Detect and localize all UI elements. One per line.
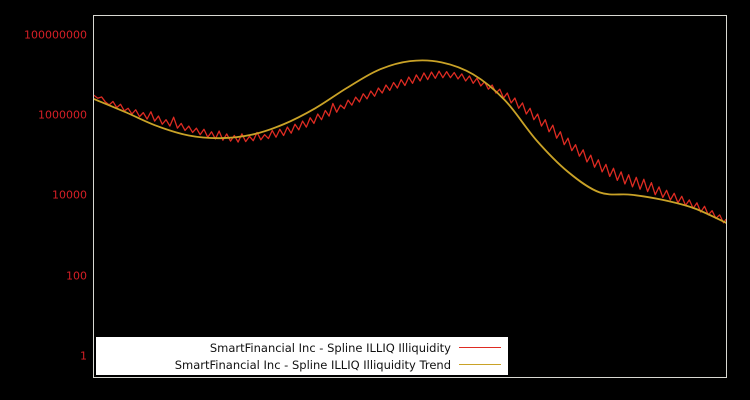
plot-area <box>93 15 727 378</box>
chart-legend: SmartFinancial Inc - Spline ILLIQ Illiqu… <box>96 337 508 375</box>
legend-entry: SmartFinancial Inc - Spline ILLIQ Illiqu… <box>97 339 501 356</box>
y-tick-label: 100000000 <box>24 28 87 42</box>
series-line-illiquidity-trend <box>94 59 726 224</box>
y-tick-label: 1 <box>80 349 87 363</box>
plot-canvas <box>94 59 726 224</box>
series-group <box>94 59 726 224</box>
y-tick-label: 1000000 <box>38 108 87 122</box>
y-tick-label: 100 <box>66 269 87 283</box>
y-tick-label: 10000 <box>52 188 87 202</box>
line-swatch-icon <box>459 364 501 365</box>
line-swatch-icon <box>459 347 501 348</box>
series-line-illiquidity <box>94 70 726 224</box>
y-axis-tick-labels: 100000000 1000000 10000 100 1 <box>0 15 87 378</box>
legend-entry: SmartFinancial Inc - Spline ILLIQ Illiqu… <box>97 356 501 373</box>
legend-entry-label: SmartFinancial Inc - Spline ILLIQ Illiqu… <box>174 357 451 372</box>
legend-entry-label: SmartFinancial Inc - Spline ILLIQ Illiqu… <box>209 340 451 355</box>
